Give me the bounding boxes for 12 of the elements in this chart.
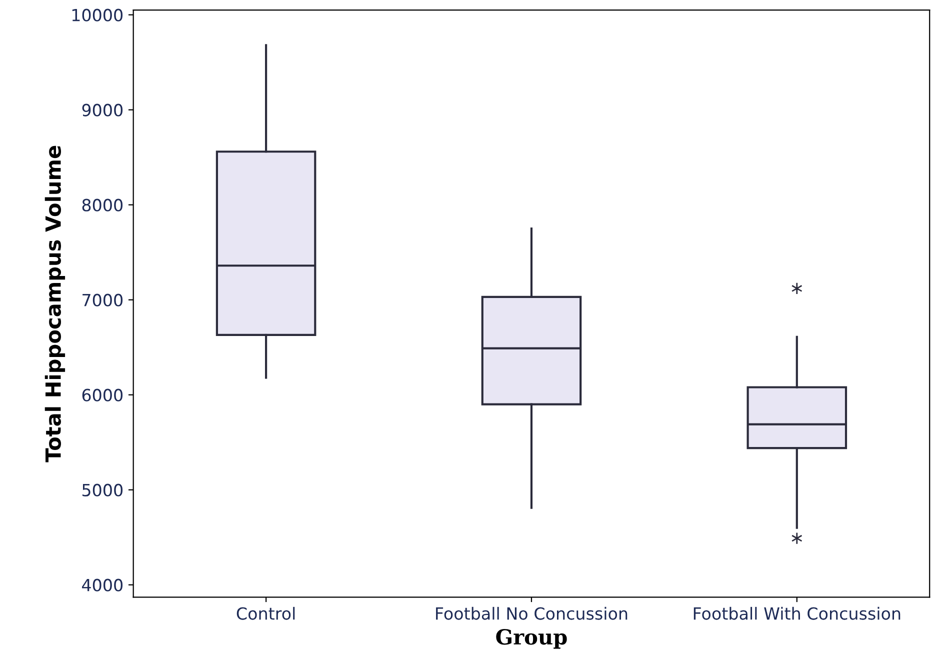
y-axis-title: Total Hippocampus Volume xyxy=(44,146,66,462)
y-tick-label: 5000 xyxy=(82,484,123,496)
y-tick-label: 10000 xyxy=(72,8,123,22)
x-tick-label: Football With Concussion xyxy=(694,606,900,620)
x-tick-label: Football No Concussion xyxy=(436,606,628,620)
x-tick-label: Control xyxy=(236,606,295,620)
y-tick-label: 9000 xyxy=(82,104,123,116)
y-tick-label: 7000 xyxy=(82,294,123,306)
y-tick-label: 6000 xyxy=(82,388,123,402)
y-tick-label: 4000 xyxy=(82,578,123,592)
x-axis-title: Group xyxy=(496,628,567,649)
y-tick-label: 8000 xyxy=(82,198,123,212)
